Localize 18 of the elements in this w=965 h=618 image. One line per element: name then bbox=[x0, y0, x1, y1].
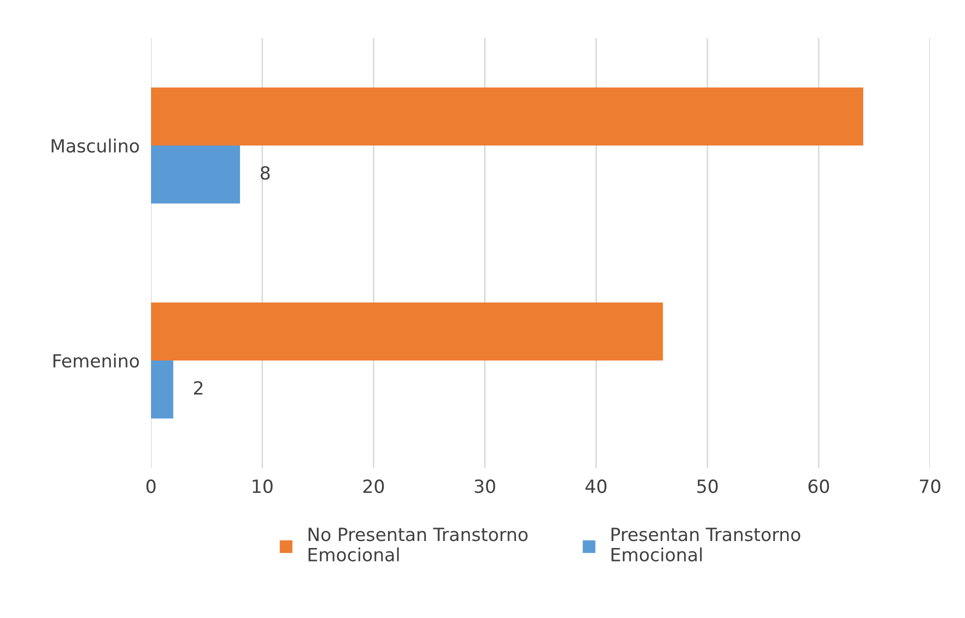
x-tick-label: 10 bbox=[252, 479, 273, 494]
legend-label: Presentan Transtorno Emocional bbox=[612, 528, 800, 562]
x-tick-label: 60 bbox=[808, 479, 830, 494]
legend-label: No Presentan Transtorno Emocional bbox=[308, 528, 528, 562]
x-tick-label: 40 bbox=[586, 479, 606, 494]
y-tick-label: Femenino bbox=[54, 354, 139, 368]
x-tick-label: 20 bbox=[363, 479, 384, 494]
bar bbox=[151, 87, 864, 146]
data-label: 2 bbox=[194, 381, 202, 395]
x-tick-label: 70 bbox=[920, 479, 940, 494]
bar bbox=[151, 302, 663, 360]
x-tick-label: 30 bbox=[474, 479, 496, 494]
data-label: 8 bbox=[260, 166, 270, 180]
x-tick-label: 50 bbox=[697, 479, 718, 494]
y-tick-label: Masculino bbox=[52, 138, 139, 153]
x-tick-label: 0 bbox=[146, 479, 156, 494]
bar bbox=[151, 146, 240, 204]
bar bbox=[151, 360, 174, 419]
